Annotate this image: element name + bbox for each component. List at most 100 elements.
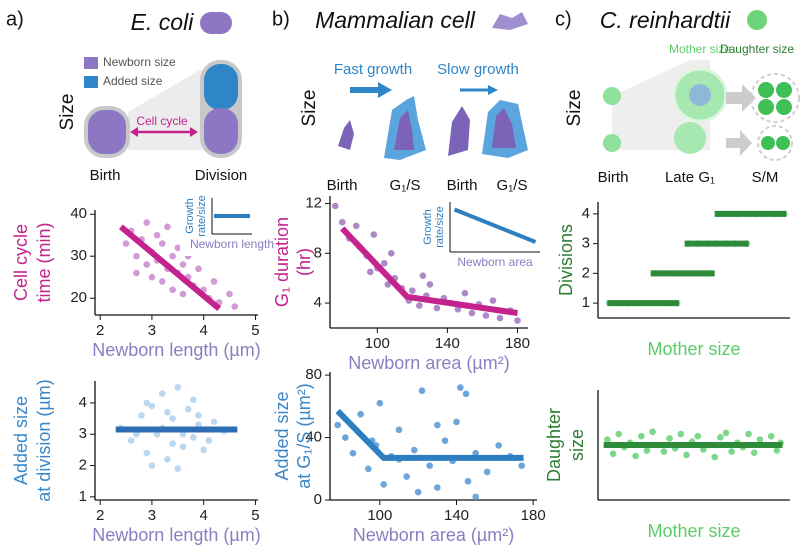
y-tick-label: 8 (314, 244, 322, 261)
point (711, 453, 719, 461)
point (133, 430, 140, 438)
cell-label: Daughter size (720, 42, 794, 56)
point (666, 435, 673, 442)
g1s-cell-core (492, 108, 516, 148)
point (489, 297, 497, 304)
point (441, 437, 449, 444)
point (357, 410, 364, 418)
point (179, 443, 187, 451)
point (767, 432, 775, 440)
y-tick-label: 2 (582, 264, 590, 281)
arrow-head (190, 127, 198, 137)
point (190, 396, 197, 404)
point (148, 402, 156, 410)
daughter-cell (776, 136, 790, 150)
point (694, 432, 702, 440)
x-tick-label: 2 (96, 507, 104, 524)
x-tick-label: 5 (251, 322, 259, 339)
point (184, 405, 192, 413)
late-g1-cell (674, 122, 706, 154)
legend-label: Newborn size (103, 55, 176, 69)
point (433, 304, 441, 312)
stage-label: G₁/S (497, 177, 528, 194)
y-axis-label: G₁ duration (272, 217, 292, 307)
inset-y-label: Growth (422, 209, 434, 244)
point (349, 449, 357, 457)
y-tick-label: 4 (314, 294, 322, 311)
point (462, 390, 470, 398)
x-axis-label: Newborn length (µm) (92, 525, 260, 545)
panel-title: C. reinhardtii (600, 7, 731, 33)
birth-cell (603, 134, 621, 152)
point (342, 434, 349, 441)
y-tick-label: 12 (305, 194, 322, 211)
point (122, 240, 130, 247)
point (461, 289, 469, 297)
inset-y-label: rate/size (434, 206, 446, 248)
point (195, 412, 202, 419)
point (388, 249, 395, 257)
point (190, 434, 197, 441)
point (632, 452, 639, 460)
point (158, 390, 166, 397)
point (158, 278, 166, 285)
point (609, 450, 617, 458)
y-axis-label: size (567, 429, 587, 461)
x-axis-label: Newborn length (µm) (92, 340, 260, 360)
point (169, 440, 176, 447)
s-m-wall (757, 125, 793, 161)
y-tick-label: 40 (305, 429, 322, 446)
point (169, 252, 176, 260)
point (604, 436, 611, 443)
size-label: Size (564, 90, 585, 127)
arrow-head (378, 82, 392, 98)
point (434, 421, 441, 429)
point (231, 303, 239, 310)
point (143, 261, 151, 268)
y-axis-label: time (min) (34, 223, 54, 303)
point (514, 317, 521, 324)
y-tick-label: 2 (79, 457, 87, 474)
inset-x-label: Newborn length (190, 237, 274, 251)
point (169, 286, 176, 294)
fit-line (335, 408, 524, 461)
panel-title: E. coli (131, 9, 195, 35)
point (352, 222, 360, 230)
stage-label: Birth (90, 167, 121, 184)
point (683, 451, 690, 459)
point (643, 447, 651, 454)
point (615, 430, 623, 438)
point (158, 240, 166, 247)
y-axis-label: Divisions (556, 224, 576, 296)
point (153, 231, 161, 239)
point (143, 219, 151, 226)
point (483, 468, 491, 476)
point (434, 484, 441, 491)
y-tick-label: 3 (582, 235, 590, 252)
point (174, 244, 182, 252)
chlamy-icon (747, 10, 767, 30)
panel-label: b) (272, 8, 290, 30)
point (148, 273, 156, 281)
nucleus (689, 84, 711, 106)
fit-line (118, 224, 222, 312)
birth-cell (338, 120, 354, 150)
panel-label: c) (555, 8, 572, 30)
point (482, 312, 490, 319)
point (419, 272, 427, 279)
y-axis-label: at G₁/S (µm²) (294, 383, 314, 488)
x-tick-label: 100 (365, 335, 390, 352)
point (338, 218, 346, 226)
point (722, 429, 730, 437)
point (717, 434, 724, 441)
legend-swatch (84, 57, 98, 69)
stage-label: Birth (447, 177, 478, 194)
point (750, 449, 758, 457)
point (370, 231, 378, 238)
ecoli-icon (200, 12, 232, 34)
daughter-cell (758, 82, 774, 98)
stage-label: G₁/S (390, 177, 421, 194)
g1s-cell-core (394, 110, 414, 150)
point (649, 428, 656, 436)
